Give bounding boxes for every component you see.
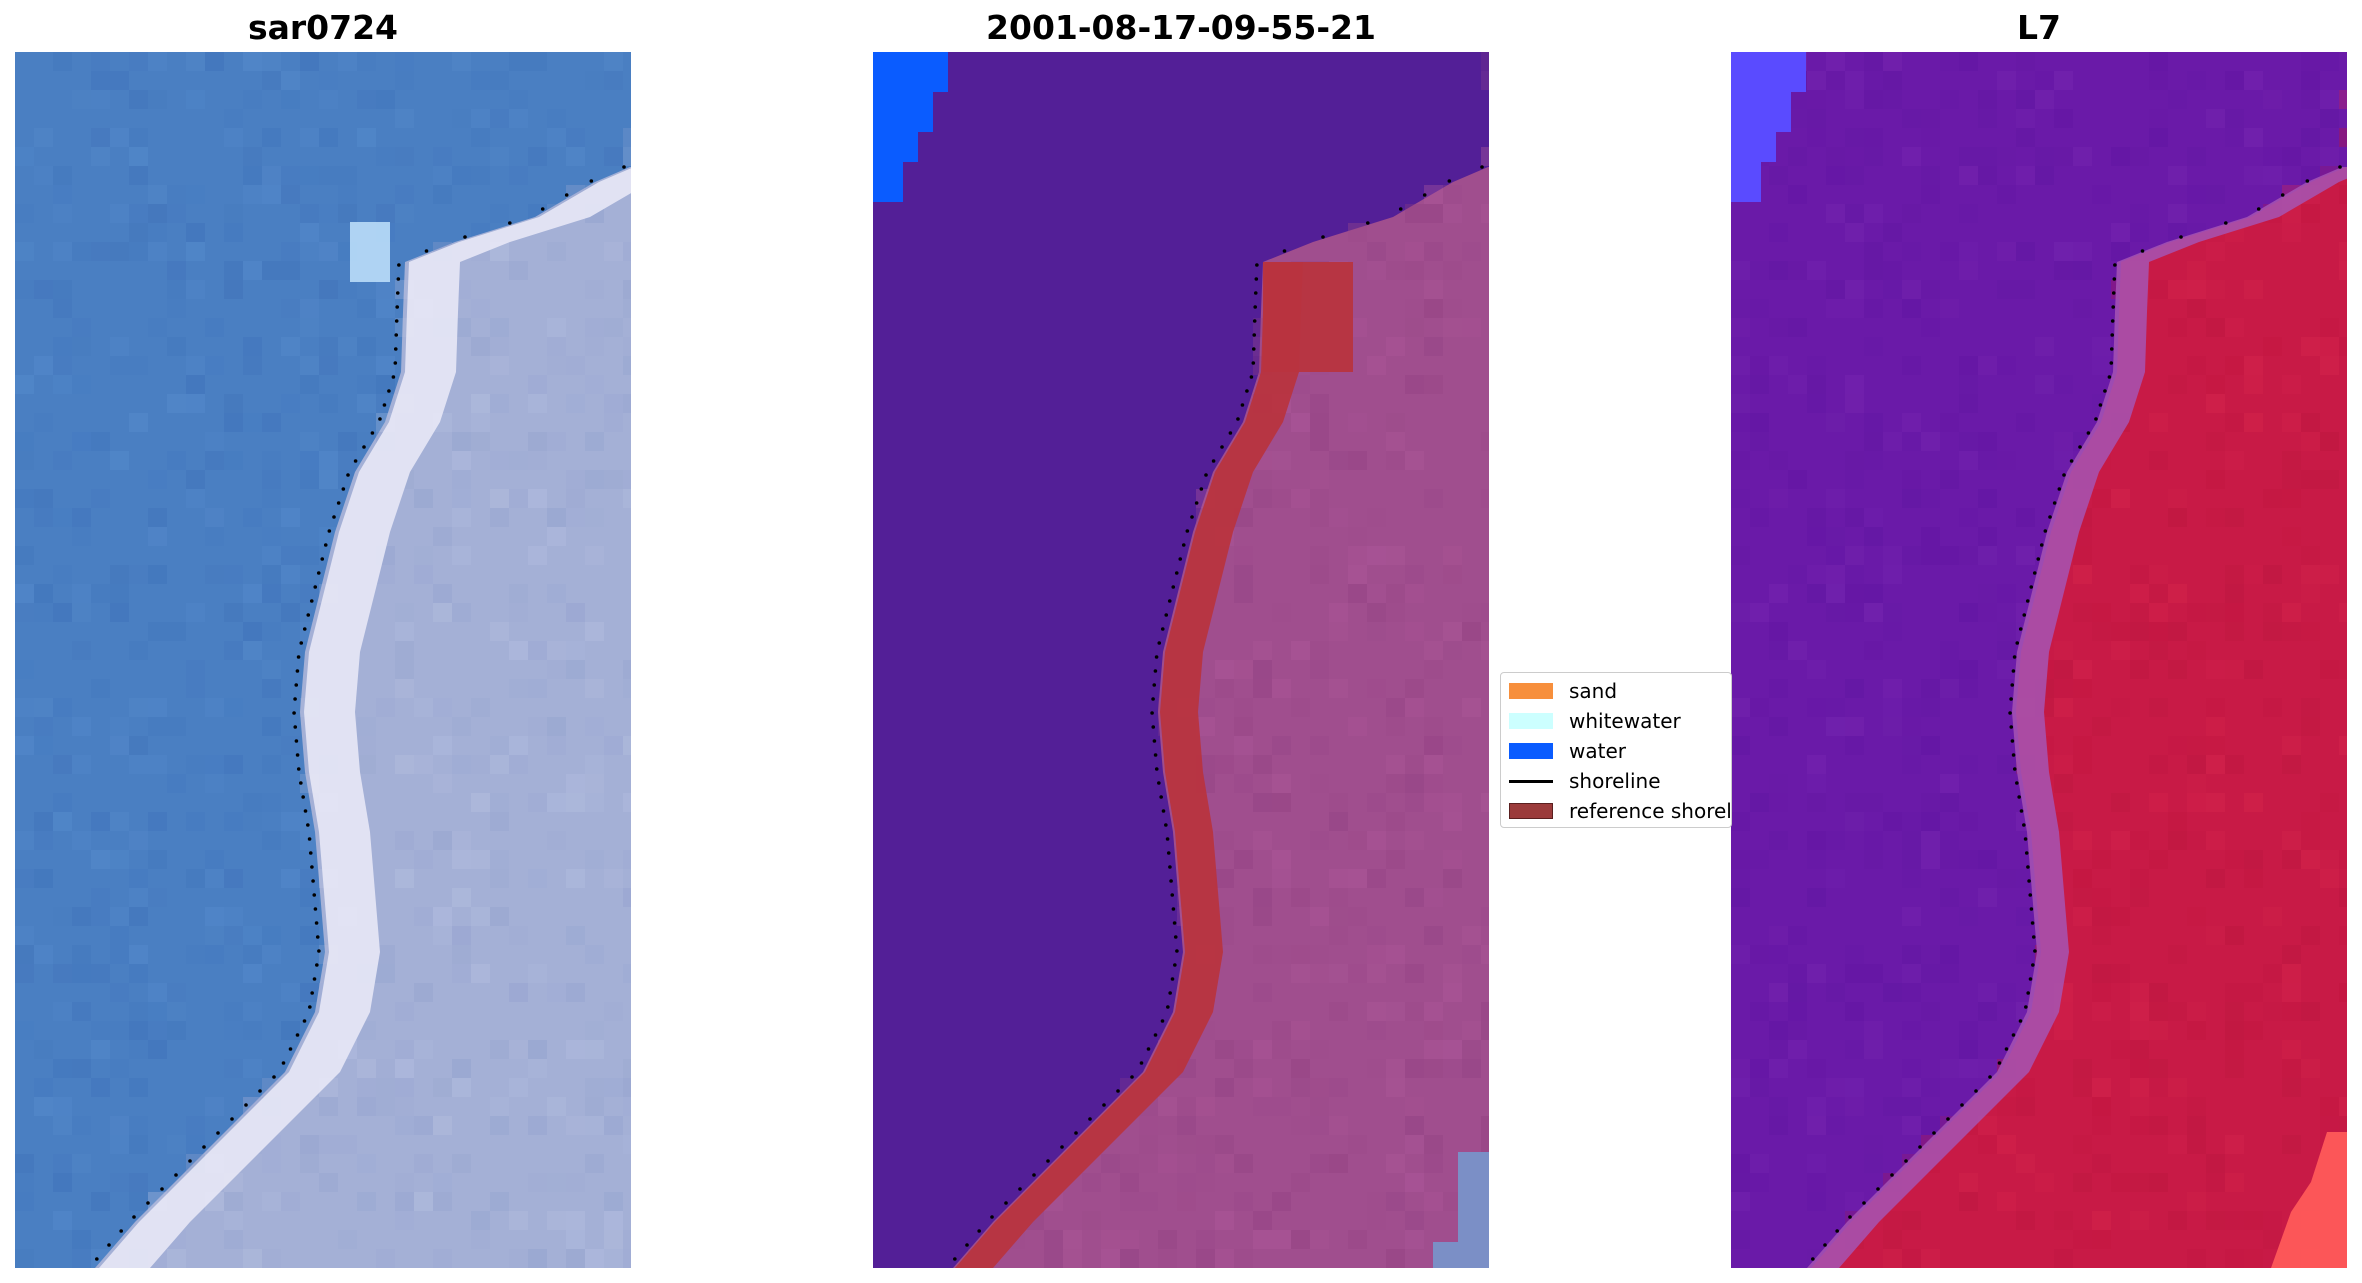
legend: sand whitewater water shoreline referenc… [1500,672,1732,828]
left-shoreline-dots [95,165,626,1261]
whitewater-swatch [1509,713,1553,729]
legend-item-whitewater: whitewater [1509,709,1681,733]
legend-item-reference-shoreline: reference shoreline [1509,799,1732,823]
right-panel-title: L7 [2017,8,2061,47]
legend-label-sand: sand [1569,679,1618,703]
shoreline-line-swatch [1509,779,1553,783]
legend-item-water: water [1509,739,1626,763]
legend-label-water: water [1569,739,1626,763]
classified-image-panel [873,52,1489,1268]
reference-shoreline-swatch [1509,803,1553,819]
index-image-panel [1731,52,2347,1268]
middle-shoreline-dots [953,165,1484,1261]
legend-item-shoreline: shoreline [1509,769,1661,793]
sand-swatch [1509,683,1553,699]
rgb-image-panel [15,52,631,1268]
legend-label-whitewater: whitewater [1569,709,1681,733]
right-shoreline-dots [1811,165,2342,1261]
legend-label-reference-shoreline: reference shoreline [1569,799,1732,823]
middle-panel-title: 2001-08-17-09-55-21 [986,8,1376,47]
legend-item-sand: sand [1509,679,1617,703]
left-panel-title: sar0724 [247,8,399,47]
legend-label-shoreline: shoreline [1569,769,1661,793]
water-swatch [1509,743,1553,759]
